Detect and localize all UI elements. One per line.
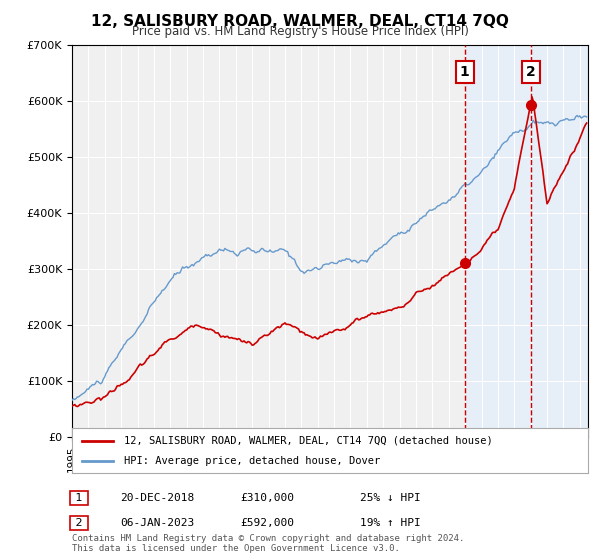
Text: 2: 2: [72, 518, 86, 528]
Text: 12, SALISBURY ROAD, WALMER, DEAL, CT14 7QQ: 12, SALISBURY ROAD, WALMER, DEAL, CT14 7…: [91, 14, 509, 29]
Text: Contains HM Land Registry data © Crown copyright and database right 2024.
This d: Contains HM Land Registry data © Crown c…: [72, 534, 464, 553]
Text: 1: 1: [72, 493, 86, 503]
Text: £310,000: £310,000: [240, 493, 294, 503]
Text: £592,000: £592,000: [240, 518, 294, 528]
Text: 25% ↓ HPI: 25% ↓ HPI: [360, 493, 421, 503]
Bar: [464, 45, 588, 437]
Text: HPI: Average price, detached house, Dover: HPI: Average price, detached house, Dove…: [124, 456, 380, 466]
Text: 1: 1: [460, 66, 470, 80]
Text: 19% ↑ HPI: 19% ↑ HPI: [360, 518, 421, 528]
Text: Price paid vs. HM Land Registry's House Price Index (HPI): Price paid vs. HM Land Registry's House …: [131, 25, 469, 38]
Text: 06-JAN-2023: 06-JAN-2023: [120, 518, 194, 528]
Text: 2: 2: [526, 66, 536, 80]
Text: 12, SALISBURY ROAD, WALMER, DEAL, CT14 7QQ (detached house): 12, SALISBURY ROAD, WALMER, DEAL, CT14 7…: [124, 436, 493, 446]
Text: 20-DEC-2018: 20-DEC-2018: [120, 493, 194, 503]
